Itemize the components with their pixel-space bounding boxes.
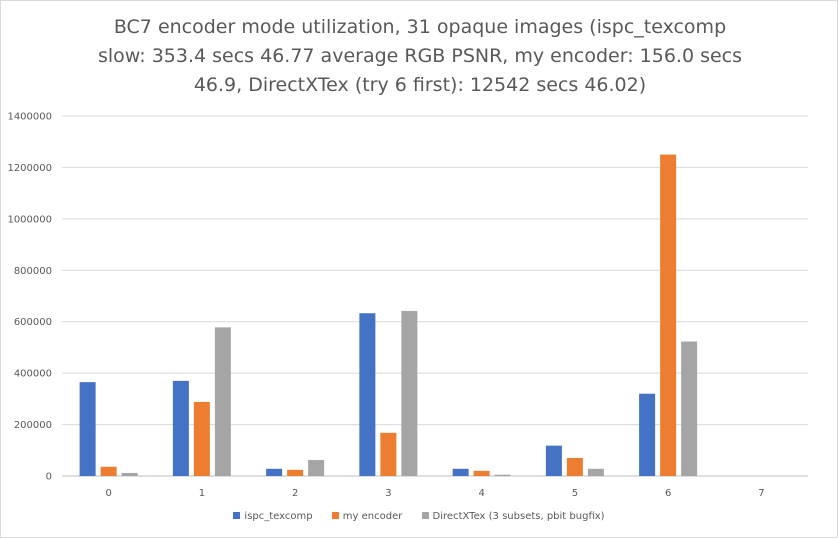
bar-ispc-texcomp-4 bbox=[452, 468, 469, 476]
x-tick-label: 6 bbox=[665, 488, 671, 499]
chart-title: BC7 encoder mode utilization, 31 opaque … bbox=[41, 13, 799, 100]
bar-my-4 bbox=[473, 470, 490, 476]
legend-swatch-directxtex bbox=[421, 512, 429, 519]
bar-directxtex-3 bbox=[401, 310, 418, 476]
x-tick-label: 2 bbox=[292, 488, 298, 499]
bar-directxtex-6 bbox=[681, 341, 698, 476]
chart-title-line-2: slow: 353.4 secs 46.77 average RGB PSNR,… bbox=[97, 45, 743, 67]
bar-directxtex-2 bbox=[308, 460, 325, 476]
y-tick-label: 800000 bbox=[14, 266, 52, 277]
bar-ispc-texcomp-1 bbox=[172, 380, 189, 476]
bar-ispc-texcomp-0 bbox=[79, 382, 96, 476]
bar-ispc-texcomp-5 bbox=[545, 445, 562, 476]
x-tick-label: 1 bbox=[199, 488, 205, 499]
x-tick-label: 5 bbox=[572, 488, 578, 499]
legend-swatch-my-encoder bbox=[331, 512, 339, 519]
y-tick-label: 0 bbox=[46, 472, 52, 483]
legend-label-ispc-texcomp: ispc_texcomp bbox=[244, 511, 313, 522]
x-tick-label: 4 bbox=[478, 488, 484, 499]
bar-directxtex-1 bbox=[214, 327, 231, 476]
bar-ispc-texcomp-6 bbox=[639, 393, 656, 476]
legend-item-directxtex: DirectXTex (3 subsets, pbit bugfix) bbox=[421, 511, 605, 522]
legend-item-ispc-texcomp: ispc_texcomp bbox=[233, 511, 313, 522]
bar-ispc-texcomp-3 bbox=[359, 313, 376, 476]
x-tick-label: 7 bbox=[758, 488, 764, 499]
legend-label-directxtex: DirectXTex (3 subsets, pbit bugfix) bbox=[432, 511, 605, 522]
bar-directxtex-0 bbox=[121, 472, 138, 476]
y-tick-label: 600000 bbox=[14, 317, 52, 328]
legend-label-my-encoder: my encoder bbox=[342, 511, 403, 522]
bar-my-5 bbox=[566, 458, 583, 476]
bar-my-2 bbox=[287, 469, 304, 476]
y-tick-label: 1200000 bbox=[7, 163, 52, 174]
bar-directxtex-5 bbox=[587, 468, 604, 476]
bar-directxtex-4 bbox=[494, 474, 511, 476]
legend-item-my-encoder: my encoder bbox=[331, 511, 403, 522]
bar-ispc-texcomp-2 bbox=[266, 468, 283, 476]
legend-swatch-ispc-texcomp bbox=[233, 512, 241, 519]
y-tick-label: 400000 bbox=[14, 369, 52, 380]
bar-my-6 bbox=[660, 154, 677, 477]
x-tick-label: 0 bbox=[105, 488, 111, 499]
bar-my-3 bbox=[380, 432, 397, 476]
bar-my-1 bbox=[193, 401, 210, 476]
chart-title-line-3: 46.9, DirectXTex (try 6 first): 12542 se… bbox=[193, 74, 647, 96]
bar-my-0 bbox=[100, 466, 117, 476]
legend: ispc_texcomp my encoder DirectXTex (3 su… bbox=[0, 511, 838, 522]
y-tick-label: 1000000 bbox=[7, 214, 52, 225]
chart-title-line-1: BC7 encoder mode utilization, 31 opaque … bbox=[113, 16, 727, 38]
y-tick-label: 200000 bbox=[14, 420, 52, 431]
x-tick-label: 3 bbox=[385, 488, 391, 499]
y-tick-label: 1400000 bbox=[7, 112, 52, 123]
